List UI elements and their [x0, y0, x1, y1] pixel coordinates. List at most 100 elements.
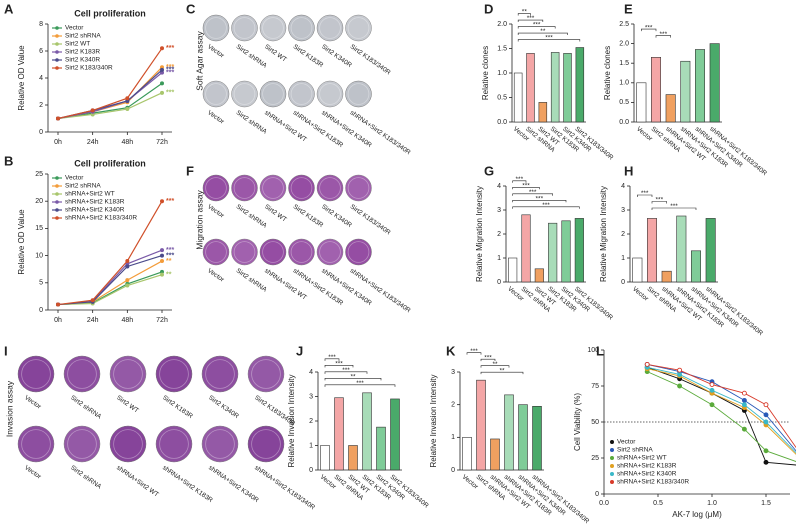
significance-bracket — [324, 358, 340, 361]
significance-label: *** — [645, 24, 653, 31]
bar — [504, 394, 514, 471]
side-label: Invasion assay — [4, 380, 14, 437]
significance-bracket — [480, 358, 496, 362]
legend-label: shRNA+Sirt2 K183R — [617, 463, 677, 470]
panel-label: J — [296, 343, 303, 358]
image-caption: Vector — [206, 109, 226, 126]
legend-label: Sirt2 WT — [65, 41, 90, 48]
fit-curve — [647, 366, 796, 466]
legend-marker — [610, 456, 614, 460]
bar — [575, 47, 585, 123]
dish-rim — [347, 177, 370, 199]
y-tick-label: 1.0 — [619, 80, 629, 87]
y-tick-label: 0 — [621, 279, 625, 286]
data-point — [160, 199, 164, 204]
bar — [665, 94, 676, 123]
data-point — [677, 367, 683, 373]
dish-image — [259, 14, 287, 42]
bar — [705, 218, 716, 283]
bar — [490, 438, 500, 471]
x-tick-label: 48h — [121, 317, 133, 324]
dish-rim — [67, 359, 97, 389]
legend-marker — [55, 192, 59, 196]
x-tick-label: 72h — [156, 317, 168, 324]
dish-image — [288, 174, 315, 202]
legend-marker — [55, 50, 59, 54]
bar — [513, 72, 523, 123]
image-caption: shRNA+Sirt2 K183/340R — [253, 464, 316, 511]
image-caption: Vector — [206, 267, 226, 284]
significance-label: *** — [335, 361, 343, 368]
dish-rim — [262, 177, 284, 199]
data-point — [125, 107, 130, 112]
x-tick-label: 24h — [87, 317, 99, 324]
y-tick-label: 0 — [309, 467, 313, 474]
significance-label: *** — [536, 196, 544, 203]
bar — [348, 445, 358, 471]
significance-bracket — [324, 378, 382, 381]
significance-bracket — [517, 26, 556, 29]
dish-rim — [113, 359, 143, 389]
legend-marker — [610, 480, 614, 484]
significance-bracket — [512, 193, 553, 196]
y-tick-label: 4 — [309, 369, 313, 376]
image-caption: shRNA+Sirt2 K183R — [161, 464, 214, 504]
legend-label: shRNA+Sirt2 K183/340R — [617, 479, 689, 486]
significance-label: *** — [516, 176, 524, 183]
dish-image — [316, 80, 344, 108]
data-point — [741, 390, 747, 396]
image-caption: Sirt2 WT — [115, 394, 140, 414]
fit-curve — [647, 363, 796, 452]
dish-image — [109, 355, 147, 393]
panel-label: K — [446, 343, 456, 358]
image-caption: Sirt2 WT — [263, 43, 288, 63]
bar — [518, 404, 528, 471]
data-point — [56, 116, 60, 121]
y-tick-label: 4 — [497, 183, 501, 190]
significance-label: ** — [492, 361, 498, 368]
bar — [532, 405, 542, 471]
dish-image — [17, 355, 55, 393]
x-tick-label: 0h — [54, 139, 62, 146]
significance-label: *** — [166, 69, 174, 76]
significance-label: *** — [522, 183, 530, 190]
bar — [632, 257, 643, 283]
significance-label: *** — [166, 252, 174, 259]
significance-label: *** — [660, 31, 668, 38]
legend-marker — [610, 440, 614, 444]
significance-bracket — [641, 28, 657, 32]
dish-rim — [251, 359, 281, 389]
significance-bracket — [480, 371, 524, 375]
panel-label: L — [596, 343, 604, 358]
data-point — [125, 283, 130, 288]
y-tick-label: 2.0 — [619, 40, 629, 47]
dish-rim — [290, 241, 313, 263]
y-tick-label: 2.5 — [619, 21, 629, 28]
significance-bracket — [517, 13, 531, 16]
bar — [550, 52, 560, 123]
series-line — [57, 200, 163, 306]
y-tick-label: 1.5 — [497, 45, 507, 52]
data-point — [763, 448, 769, 454]
y-tick-label: 3 — [621, 207, 625, 214]
image-caption: Vector — [206, 43, 226, 60]
image-caption: Vector — [206, 203, 226, 220]
dish-image — [345, 80, 372, 108]
y-tick-label: 2 — [309, 418, 313, 425]
dish-rim — [233, 83, 256, 105]
image-caption: Vector — [23, 464, 43, 481]
dish-rim — [205, 17, 227, 39]
significance-label: *** — [545, 35, 553, 42]
fit-curve — [647, 363, 796, 449]
data-point — [125, 96, 130, 101]
legend-label: Sirt2 shRNA — [617, 447, 653, 454]
data-point — [90, 298, 95, 303]
y-axis-label: Relative Migration Intensity — [599, 186, 608, 282]
significance-label: *** — [166, 45, 174, 52]
bar — [534, 268, 544, 283]
y-tick-label: 3 — [309, 393, 313, 400]
y-tick-label: 1 — [497, 255, 501, 262]
dish-image — [109, 425, 147, 463]
fit-curve — [647, 366, 796, 454]
